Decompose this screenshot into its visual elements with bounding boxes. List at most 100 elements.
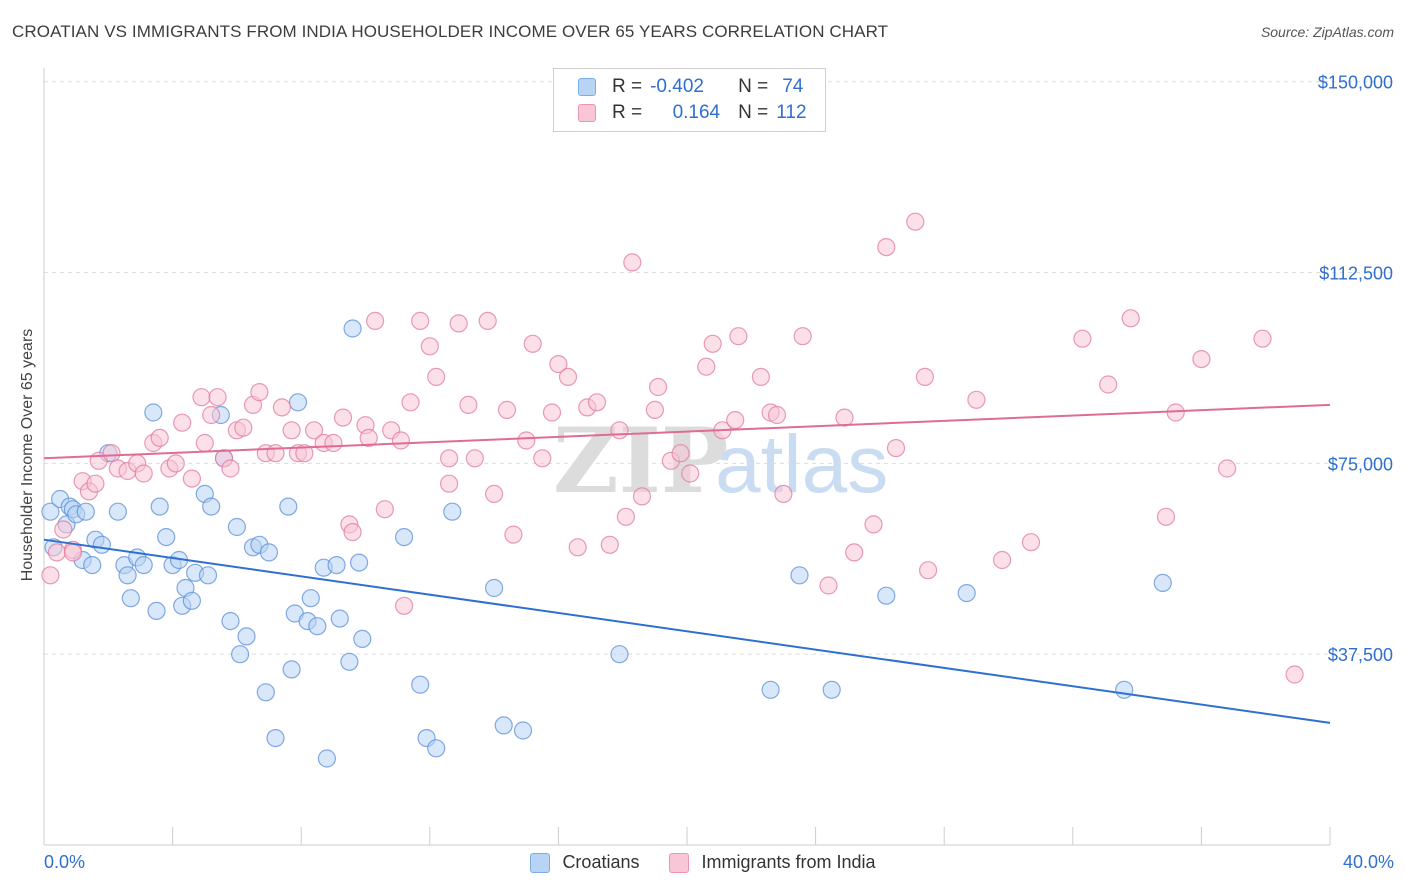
y-tick-label: $75,000 [1328,454,1393,474]
point-india [449,314,468,333]
point-croatians [259,543,279,562]
point-india [1099,375,1118,394]
point-india [272,398,291,417]
point-croatians [118,566,137,585]
legend-swatch-india [578,104,596,122]
point-croatians [76,502,95,521]
point-india [915,367,935,386]
point-croatians [411,675,430,694]
point-india [266,444,285,463]
point-india [465,449,484,468]
point-croatians [308,617,327,636]
point-india [681,464,700,483]
point-india [391,431,410,450]
point-india [459,395,478,414]
point-croatians [427,739,446,758]
legend-row-croatians: R = -0.402 N = 74 [578,75,803,99]
legend-r-value: -0.402 [650,76,704,97]
point-croatians [395,527,414,547]
point-croatians [202,497,221,516]
point-india [234,418,253,437]
point-croatians [340,652,359,671]
point-india [1285,665,1304,684]
legend-item-india: Immigrants from India [669,852,876,873]
point-india [992,550,1012,570]
point-croatians [221,611,240,631]
point-india [195,433,214,453]
point-croatians [822,680,841,699]
point-india [173,413,192,432]
point-india [1217,459,1237,478]
point-croatians [83,555,102,575]
series-legend: Croatians Immigrants from India [0,852,1406,873]
point-india [1156,507,1176,526]
point-croatians [330,609,349,628]
point-india [558,367,578,386]
point-india [295,444,314,463]
point-india [324,433,343,453]
point-india [250,383,269,402]
point-india [1021,533,1041,552]
point-india [485,484,504,503]
point-india [517,431,536,450]
point-india [411,311,430,330]
point-india [305,421,324,440]
point-india [587,393,607,412]
legend-swatch-india [669,852,690,873]
point-india [395,596,414,615]
point-india [504,525,523,544]
point-india [366,311,385,330]
point-croatians [317,749,336,768]
point-croatians [227,517,246,537]
point-india [440,474,459,493]
point-india [645,400,665,419]
point-croatians [182,591,201,610]
point-india [1073,329,1092,348]
point-india [549,355,568,374]
point-india [54,520,73,539]
y-tick-label: $112,500 [1319,264,1393,284]
y-axis-label: Householder Income Over 65 years [19,328,36,582]
point-india [819,576,838,595]
point-croatians [877,586,896,605]
point-croatians [761,680,780,699]
point-india [427,367,446,386]
point-croatians [231,645,250,664]
point-india [1192,350,1211,369]
point-india [282,421,301,440]
source-label: Source: ZipAtlas.com [1260,24,1394,40]
point-india [102,444,121,463]
trendline-india [43,403,1331,460]
point-india [375,500,394,519]
point-india [697,357,716,376]
legend-item-croatians: Croatians [530,852,639,873]
point-india [877,238,896,257]
point-croatians [266,728,285,748]
point-croatians [256,683,275,702]
point-india [751,367,771,386]
point-india [47,543,67,562]
legend-r-value: 0.164 [672,102,721,123]
point-croatians [513,721,533,740]
point-india [729,327,748,346]
point-india [182,469,201,488]
point-india [774,484,793,503]
point-india [533,449,552,468]
legend-r-label: R = [612,76,643,97]
point-croatians [790,566,809,585]
x-tick-label-min: 0.0% [44,852,86,872]
stats-legend: R = -0.402 N = 74 R = 0.164 N = 112 [553,68,826,132]
point-india [150,428,169,447]
point-croatians [288,393,308,412]
point-india [343,522,362,542]
chart-title: CROATIAN VS IMMIGRANTS FROM INDIA HOUSEH… [12,22,889,41]
point-croatians [1153,573,1172,593]
point-india [1253,329,1272,348]
point-india [767,405,787,425]
point-india [166,454,185,473]
trendline-croatians [43,538,1331,724]
point-india [648,377,668,397]
legend-r-label: R = [612,102,643,123]
legend-label-india: Immigrants from India [701,852,876,872]
